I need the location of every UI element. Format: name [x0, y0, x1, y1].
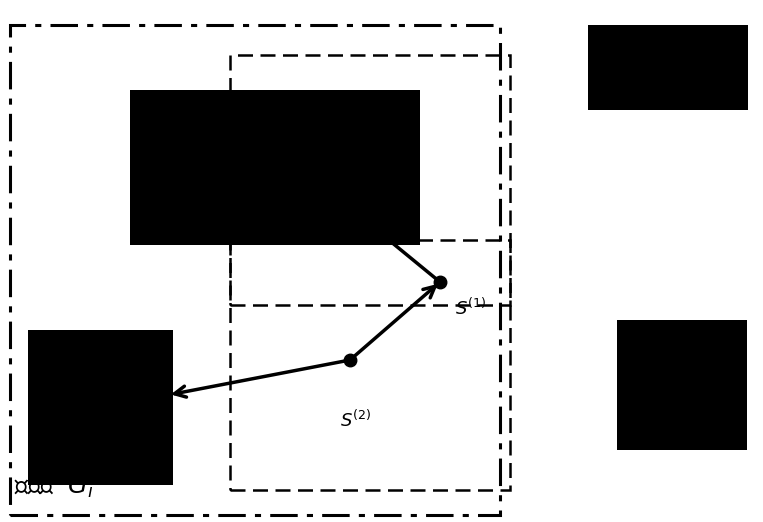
Bar: [230, 240, 510, 490]
Text: 高斯面  $G_i$: 高斯面 $G_i$: [14, 474, 94, 500]
Bar: [588, 25, 748, 110]
Bar: [28, 330, 173, 485]
Text: $S^{(2)}$: $S^{(2)}$: [340, 409, 372, 431]
Text: $S^{(1)}$: $S^{(1)}$: [455, 298, 487, 318]
Bar: [10, 25, 500, 515]
Bar: [130, 90, 420, 245]
Bar: [230, 55, 510, 305]
Bar: [617, 320, 747, 450]
